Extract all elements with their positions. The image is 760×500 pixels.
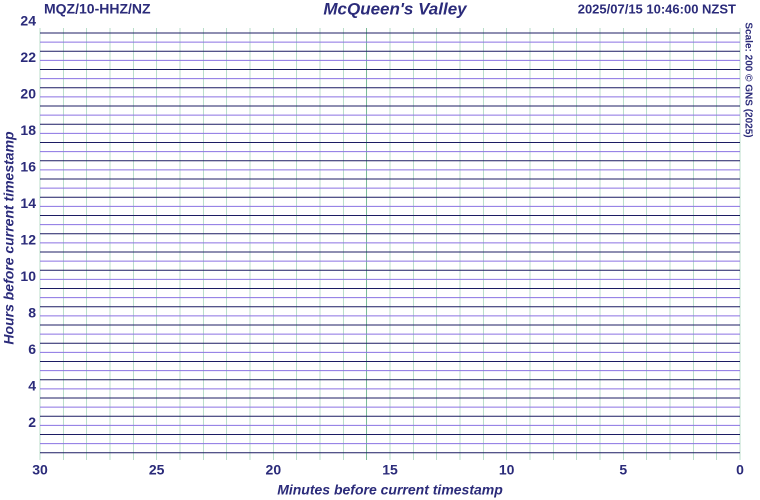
x-tick-label: 10: [499, 462, 515, 478]
y-tick-label: 6: [28, 341, 36, 357]
x-tick-label: 30: [32, 462, 48, 478]
y-axis-label: Hours before current timestamp: [1, 131, 17, 345]
y-tick-label: 14: [20, 195, 36, 211]
y-tick-label: 16: [20, 159, 36, 175]
x-tick-label: 5: [619, 462, 627, 478]
y-tick-label: 20: [20, 86, 36, 102]
x-tick-label: 25: [149, 462, 165, 478]
x-tick-label: 0: [736, 462, 744, 478]
y-tick-label: 4: [28, 378, 36, 394]
x-axis-label: Minutes before current timestamp: [277, 482, 503, 498]
y-tick-label: 22: [20, 49, 36, 65]
x-tick-label: 15: [382, 462, 398, 478]
y-tick-label: 18: [20, 122, 36, 138]
y-tick-label: 10: [20, 268, 36, 284]
timestamp: 2025/07/15 10:46:00 NZST: [578, 1, 736, 16]
station-label: MQZ/10-HHZ/NZ: [44, 1, 151, 17]
y-tick-label: 8: [28, 305, 36, 321]
chart-title: McQueen's Valley: [323, 0, 468, 18]
y-tick-label: 12: [20, 232, 36, 248]
scale-note: Scale: 200 © GNS (2025): [742, 22, 753, 137]
y-tick-label: 24: [20, 13, 36, 29]
x-tick-label: 20: [266, 462, 282, 478]
y-tick-label: 2: [28, 414, 36, 430]
